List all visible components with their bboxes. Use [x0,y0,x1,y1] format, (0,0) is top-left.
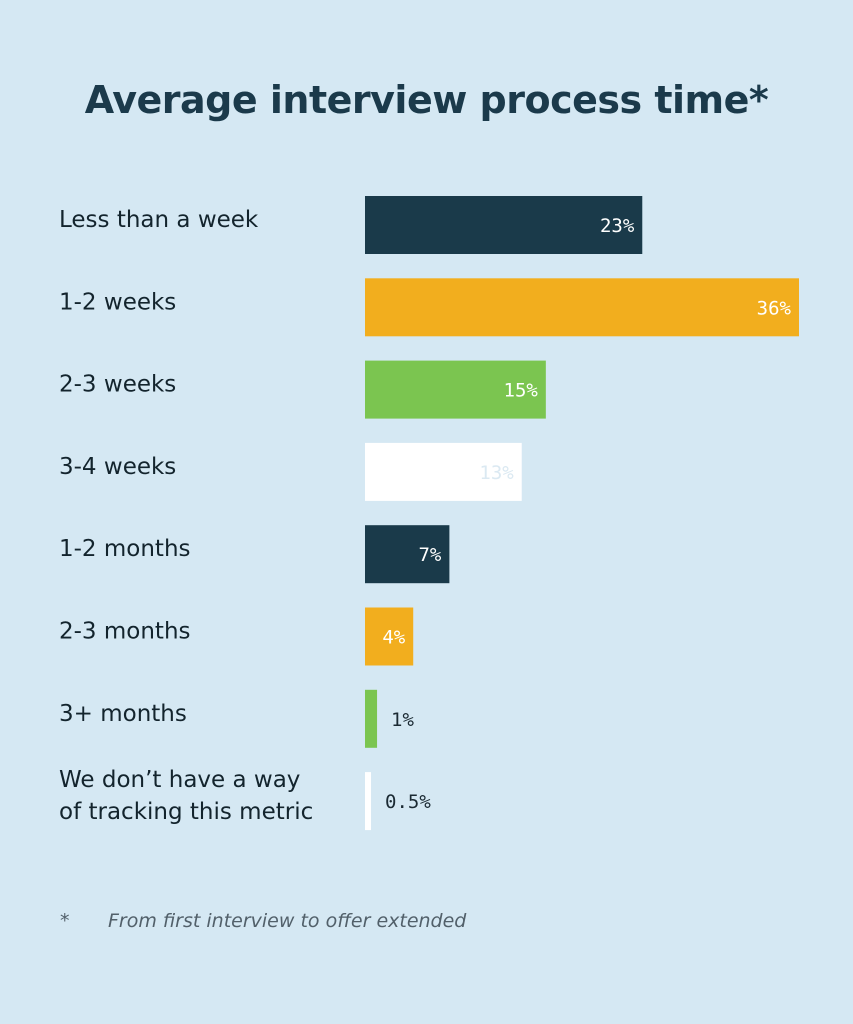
footnote-marker: * [60,910,70,932]
footnote-text: From first interview to offer extended [108,910,467,932]
value-label-3: 13% [479,462,514,484]
bar-0 [365,196,643,254]
bar-5 [365,607,414,666]
category-label-2: 2-3 weeks [59,372,176,398]
value-label-2: 15% [504,380,539,402]
value-label-0: 23% [600,215,635,237]
value-label-7: 0.5% [385,791,431,813]
category-label-0: Less than a week [59,207,259,233]
bar-7 [365,772,372,831]
bar-6 [365,689,378,748]
footnote: * From first interview to offer extended [60,910,466,932]
category-label-6: 3+ months [59,701,187,727]
category-label-1: 1-2 weeks [59,289,176,315]
bar-3 [365,442,522,501]
category-label-3: 3-4 weeks [59,454,176,480]
value-label-1: 36% [757,297,792,319]
bar-1 [365,278,799,337]
bar-4 [365,525,450,584]
chart-title: Average interview process time* [84,78,769,122]
value-label-6: 1% [391,709,414,731]
value-label-5: 4% [382,627,405,649]
category-label-7: We don’t have a way of tracking this metr… [59,767,313,825]
bar-2 [365,360,546,419]
category-label-4: 1-2 months [59,536,191,562]
category-label-5: 2-3 months [59,619,191,645]
value-label-4: 7% [418,544,441,566]
